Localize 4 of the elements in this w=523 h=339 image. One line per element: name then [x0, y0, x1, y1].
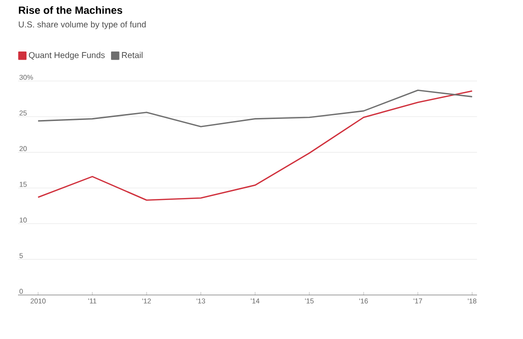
legend-label: Quant Hedge Funds — [28, 52, 105, 60]
chart-subtitle: U.S. share volume by type of fund — [18, 21, 146, 30]
legend-label: Retail — [122, 52, 143, 58]
chart-title: Rise of the Machines — [18, 6, 122, 14]
